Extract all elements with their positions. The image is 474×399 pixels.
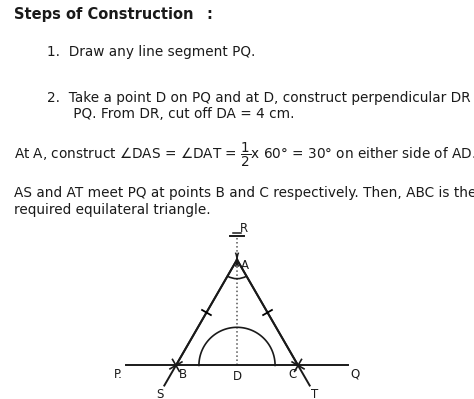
Text: S: S bbox=[156, 388, 163, 399]
Text: Steps of Construction: Steps of Construction bbox=[14, 7, 194, 22]
Text: A: A bbox=[241, 259, 249, 272]
Text: 2.  Take a point D on PQ and at D, construct perpendicular DR to
      PQ. From : 2. Take a point D on PQ and at D, constr… bbox=[47, 91, 474, 121]
Text: C: C bbox=[289, 367, 297, 381]
Text: T: T bbox=[311, 388, 318, 399]
Text: R: R bbox=[240, 222, 248, 235]
Text: AS and AT meet PQ at points B and C respectively. Then, ABC is the
required equi: AS and AT meet PQ at points B and C resp… bbox=[14, 186, 474, 217]
Text: B: B bbox=[179, 367, 187, 381]
Text: 1.  Draw any line segment PQ.: 1. Draw any line segment PQ. bbox=[47, 45, 256, 59]
Text: P.: P. bbox=[114, 367, 123, 381]
Text: At A, construct $\angle$DAS = $\angle$DAT = $\dfrac{1}{2}$x 60° = 30° on either : At A, construct $\angle$DAS = $\angle$DA… bbox=[14, 141, 474, 169]
Text: D: D bbox=[232, 369, 242, 383]
Text: :: : bbox=[206, 7, 212, 22]
Text: Q: Q bbox=[350, 367, 359, 381]
